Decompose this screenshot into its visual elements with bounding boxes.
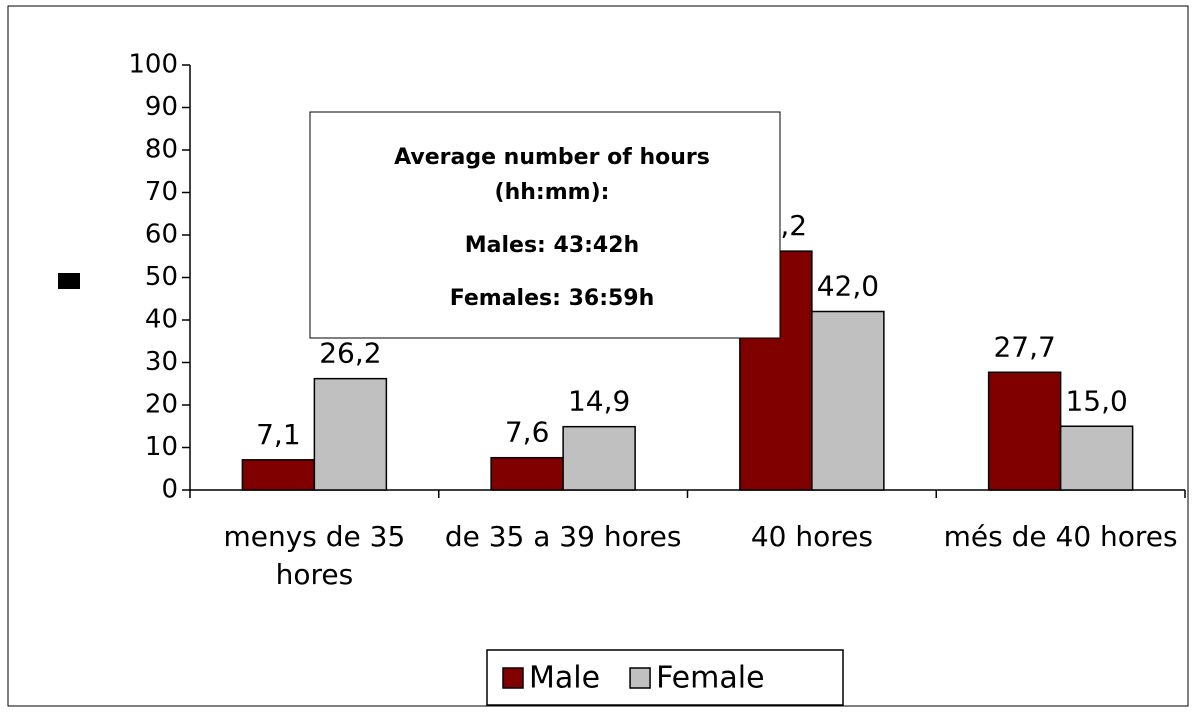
value-label: 7,1: [256, 418, 301, 451]
x-tick-label-box: menys de 35 hores: [223, 520, 406, 591]
annotation-text: Average number of hours: [394, 145, 710, 170]
annotation-box: [309, 111, 781, 339]
value-label: 15,0: [1065, 384, 1127, 417]
x-tick-label: menys de 35 hores: [223, 520, 406, 591]
y-tick-label: 20: [145, 390, 178, 420]
bar: [490, 456, 564, 491]
annotation-text: Males: 43:42h: [465, 233, 639, 258]
bar: [1059, 425, 1134, 491]
y-tick-label: 100: [128, 50, 178, 80]
y-tick-label: 40: [145, 305, 178, 335]
x-tick-label-box: de 35 a 39 hores: [444, 520, 682, 553]
value-label: 26,2: [319, 337, 381, 370]
x-tick-label: 40 hores: [750, 520, 873, 553]
legend-swatch: [502, 667, 524, 689]
value-label: 27,7: [993, 330, 1055, 363]
legend-label: Female: [656, 661, 764, 696]
annotation-text: (hh:mm):: [495, 180, 610, 205]
value-label: 14,9: [568, 385, 630, 418]
bar: [987, 371, 1062, 491]
y-tick-label: 70: [145, 177, 178, 207]
y-tick-label: 0: [161, 475, 178, 505]
bar: [811, 310, 885, 491]
x-tick-label-box: més de 40 hores: [943, 520, 1178, 553]
y-tick-label: 80: [145, 135, 178, 165]
y-tick-label: 30: [145, 347, 178, 377]
y-tick-label: 60: [145, 220, 178, 250]
legend-label: Male: [529, 661, 600, 696]
legend-swatch: [629, 667, 651, 689]
bar: [241, 459, 316, 491]
axis-title-glyph: [58, 273, 80, 289]
y-tick-label: 10: [145, 432, 178, 462]
bar: [562, 425, 636, 491]
value-label: 42,0: [817, 270, 879, 303]
y-tick-label: 50: [145, 262, 178, 292]
value-label: 7,6: [505, 416, 550, 449]
legend-box: [486, 649, 844, 706]
x-tick-label: més de 40 hores: [943, 520, 1178, 553]
x-tick-label-box: 40 hores: [750, 520, 873, 553]
y-tick-label: 90: [145, 92, 178, 122]
annotation-text: Females: 36:59h: [450, 286, 655, 311]
x-tick-label: de 35 a 39 hores: [444, 520, 682, 553]
bar: [313, 377, 388, 491]
